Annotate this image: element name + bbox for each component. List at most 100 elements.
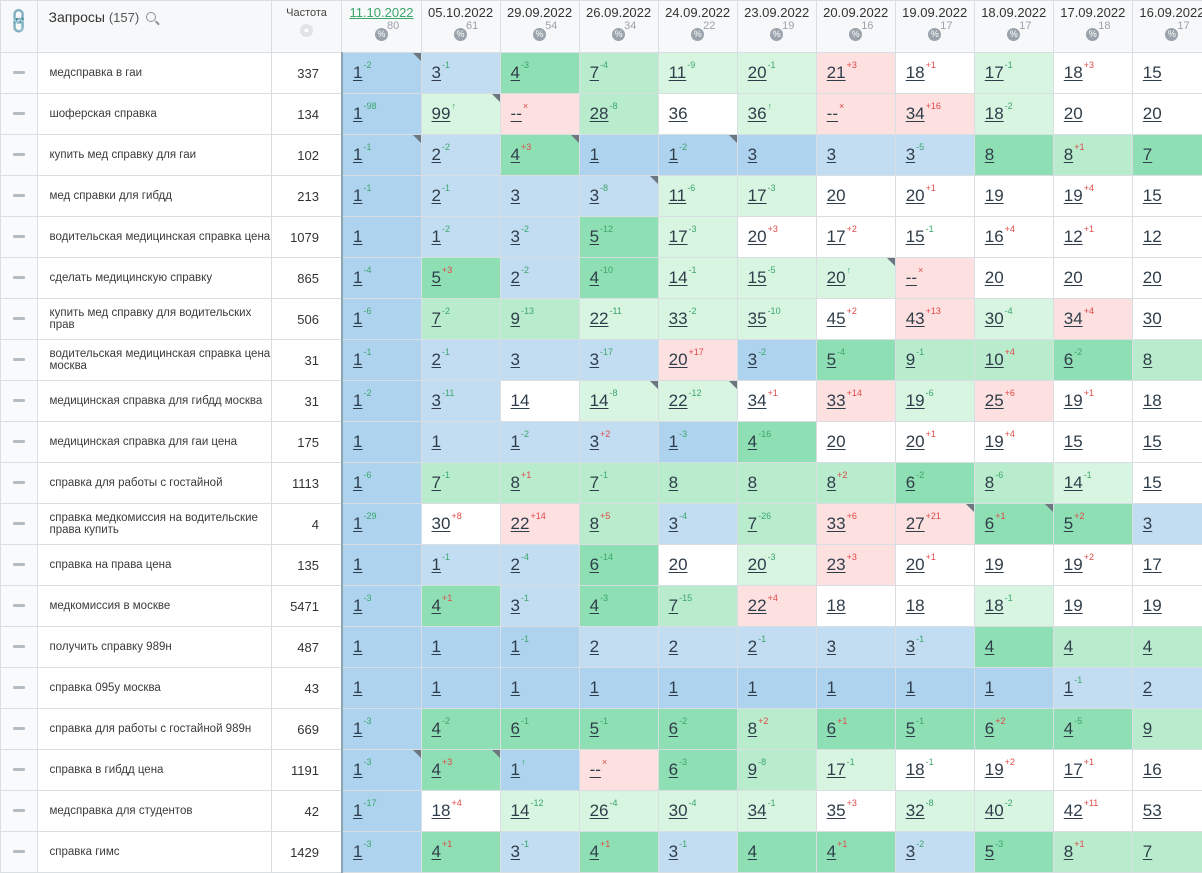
position-cell[interactable]: 1-2 — [342, 53, 421, 94]
minus-icon[interactable] — [13, 809, 25, 812]
position-value[interactable]: 25 — [985, 391, 1004, 410]
position-cell[interactable]: 36 — [658, 94, 737, 135]
position-value[interactable]: 7 — [590, 63, 599, 82]
position-cell[interactable]: 6-3 — [658, 750, 737, 791]
date-column-header[interactable]: 20.09.2022%16 — [816, 1, 895, 53]
position-cell[interactable]: 20 — [1132, 94, 1202, 135]
position-cell[interactable]: 9-1 — [895, 340, 974, 381]
position-cell[interactable]: 30+8 — [421, 504, 500, 545]
position-value[interactable]: 20 — [906, 555, 925, 574]
position-cell[interactable]: 6+2 — [974, 709, 1053, 750]
position-value[interactable]: 7 — [432, 309, 441, 328]
position-cell[interactable]: 14-1 — [1053, 463, 1132, 504]
position-value[interactable]: 15 — [906, 227, 925, 246]
position-value[interactable]: 19 — [906, 391, 925, 410]
position-value[interactable]: 34 — [748, 801, 767, 820]
position-value[interactable]: 6 — [906, 473, 915, 492]
position-cell[interactable]: 1 — [658, 668, 737, 709]
position-value[interactable]: 3 — [827, 145, 836, 164]
position-value[interactable]: 3 — [669, 842, 678, 861]
position-cell[interactable]: 1-1 — [500, 627, 579, 668]
position-value[interactable]: 1 — [511, 432, 520, 451]
position-value[interactable]: 1 — [353, 186, 362, 205]
position-value[interactable]: 1 — [432, 637, 441, 656]
position-value[interactable]: 18 — [906, 760, 925, 779]
date-column-header[interactable]: 16.09.2022%17 — [1132, 1, 1202, 53]
position-cell[interactable]: 6-2 — [658, 709, 737, 750]
position-cell[interactable]: 20-3 — [737, 545, 816, 586]
position-cell[interactable]: 8 — [658, 463, 737, 504]
position-cell[interactable]: 3 — [816, 627, 895, 668]
minus-icon[interactable] — [13, 71, 25, 74]
position-value[interactable]: 19 — [985, 186, 1004, 205]
position-value[interactable]: 8 — [827, 473, 836, 492]
position-cell[interactable]: 7-4 — [579, 53, 658, 94]
globe-icon[interactable]: ● — [300, 24, 313, 37]
position-cell[interactable]: 18 — [816, 586, 895, 627]
position-cell[interactable]: 1-2 — [342, 381, 421, 422]
position-value[interactable]: 1 — [353, 514, 362, 533]
position-value[interactable]: 14 — [511, 801, 530, 820]
position-value[interactable]: 33 — [827, 514, 846, 533]
row-toggle[interactable] — [1, 709, 38, 750]
position-cell[interactable]: 1 — [816, 668, 895, 709]
position-cell[interactable]: 22-11 — [579, 299, 658, 340]
position-value[interactable]: 19 — [985, 760, 1004, 779]
position-value[interactable]: 27 — [906, 514, 925, 533]
position-cell[interactable]: 4 — [1132, 627, 1202, 668]
position-value[interactable]: 18 — [432, 801, 451, 820]
position-cell[interactable]: 99↑ — [421, 94, 500, 135]
position-cell[interactable]: 17 — [1132, 545, 1202, 586]
position-cell[interactable]: 8+1 — [1053, 135, 1132, 176]
position-value[interactable]: 8 — [1143, 350, 1152, 369]
position-cell[interactable]: 20+17 — [658, 340, 737, 381]
position-value[interactable]: 4 — [748, 842, 757, 861]
minus-icon[interactable] — [13, 645, 25, 648]
position-cell[interactable]: 30-4 — [974, 299, 1053, 340]
position-cell[interactable]: 2-1 — [421, 176, 500, 217]
position-value[interactable]: 5 — [590, 227, 599, 246]
position-value[interactable]: 4 — [432, 719, 441, 738]
position-value[interactable]: 20 — [748, 555, 767, 574]
position-cell[interactable]: 15 — [1132, 422, 1202, 463]
position-value[interactable]: 1 — [432, 555, 441, 574]
position-cell[interactable]: 4+1 — [579, 832, 658, 873]
position-value[interactable]: 1 — [353, 309, 362, 328]
position-value[interactable]: 18 — [906, 63, 925, 82]
position-value[interactable]: 30 — [1143, 309, 1162, 328]
position-value[interactable]: 22 — [748, 596, 767, 615]
minus-icon[interactable] — [13, 317, 25, 320]
position-value[interactable]: 4 — [511, 63, 520, 82]
position-value[interactable]: 18 — [985, 104, 1004, 123]
position-cell[interactable]: 1-6 — [342, 463, 421, 504]
position-cell[interactable]: 19+1 — [1053, 381, 1132, 422]
position-cell[interactable]: 3-1 — [421, 53, 500, 94]
position-cell[interactable]: 7-1 — [579, 463, 658, 504]
position-value[interactable]: 7 — [669, 596, 678, 615]
date-label[interactable]: 17.09.2022 — [1054, 5, 1132, 20]
position-cell[interactable]: 18-1 — [895, 750, 974, 791]
row-toggle[interactable] — [1, 135, 38, 176]
position-value[interactable]: 2 — [748, 637, 757, 656]
position-cell[interactable]: 1 — [895, 668, 974, 709]
position-cell[interactable]: 2-1 — [737, 627, 816, 668]
position-value[interactable]: 3 — [748, 145, 757, 164]
position-cell[interactable]: 1-2 — [658, 135, 737, 176]
position-value[interactable]: 14 — [511, 391, 530, 410]
row-toggle[interactable] — [1, 791, 38, 832]
position-value[interactable]: 19 — [985, 432, 1004, 451]
position-value[interactable]: 3 — [1143, 514, 1152, 533]
position-value[interactable]: 1 — [432, 432, 441, 451]
position-cell[interactable]: 20 — [1053, 94, 1132, 135]
position-cell[interactable]: 17+2 — [816, 217, 895, 258]
position-cell[interactable]: 3-5 — [895, 135, 974, 176]
date-column-header[interactable]: 24.09.2022%22 — [658, 1, 737, 53]
position-value[interactable]: 3 — [590, 432, 599, 451]
position-cell[interactable]: 18-1 — [974, 586, 1053, 627]
position-value[interactable]: 1 — [353, 596, 362, 615]
position-cell[interactable]: 3-1 — [658, 832, 737, 873]
position-value[interactable]: 5 — [590, 719, 599, 738]
position-cell[interactable]: 15 — [1132, 53, 1202, 94]
position-cell[interactable]: 12 — [1132, 217, 1202, 258]
position-value[interactable]: 3 — [432, 391, 441, 410]
